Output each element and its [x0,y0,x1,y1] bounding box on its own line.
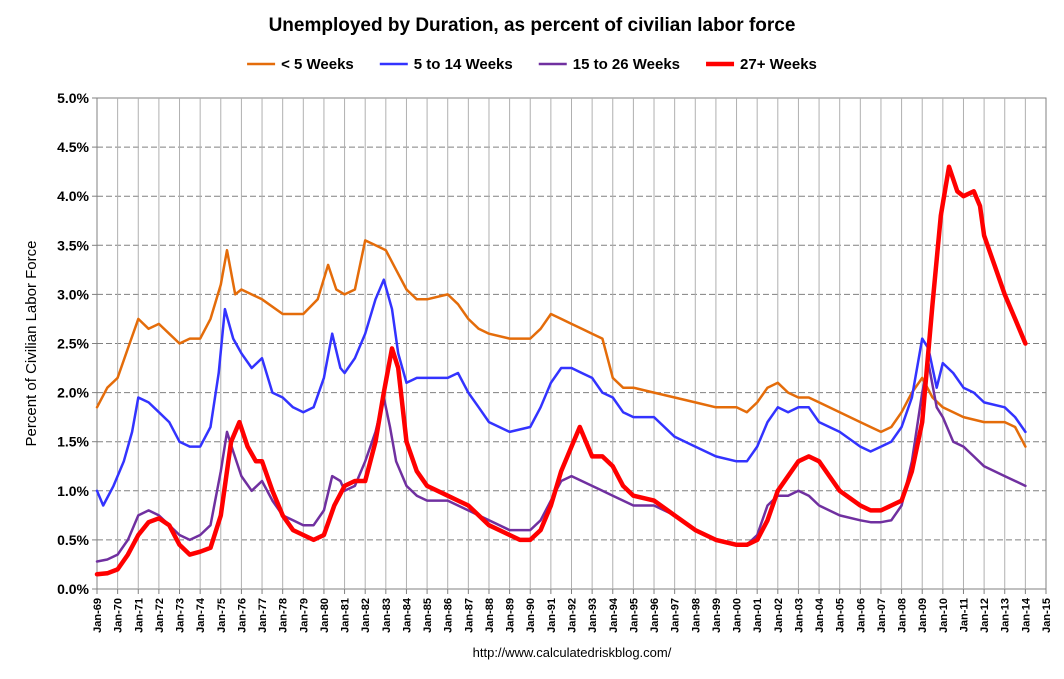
x-tick-label: Jan-71 [133,598,145,633]
x-tick-label: Jan-86 [443,598,455,633]
y-tick-label: 5.0% [57,90,89,106]
x-tick-label: Jan-76 [236,598,248,633]
x-tick-label: Jan-89 [505,598,517,633]
y-tick-label: 4.0% [57,188,89,204]
y-tick-label: 3.0% [57,286,89,302]
x-tick-label: Jan-11 [958,598,970,632]
y-axis-ticks: 0.0% 0.5% 1.0% 1.5% 2.0% 2.5% 3.0% 3.5% 4.0% 4.5%… [57,90,97,597]
x-axis-ticks: Jan-69 Jan-70 Jan-71 Jan-72 Jan-73 Jan-74 Jan-… [92,589,1053,633]
x-tick-label: Jan-03 [793,598,805,633]
legend-label: 5 to 14 Weeks [414,56,513,73]
source-url: http://www.calculatedriskblog.com/ [473,645,672,660]
x-tick-label: Jan-10 [938,598,950,633]
x-tick-label: Jan-07 [876,598,888,633]
x-tick-label: Jan-87 [463,598,475,633]
x-tick-label: Jan-80 [319,598,331,633]
legend-label: 15 to 26 Weeks [573,56,680,73]
chart-title: Unemployed by Duration, as percent of ci… [269,15,796,36]
x-tick-label: Jan-88 [484,598,496,633]
y-tick-label: 1.0% [57,483,89,499]
legend-label: 27+ Weeks [740,56,817,73]
x-tick-label: Jan-92 [567,598,579,633]
x-tick-label: Jan-78 [278,598,290,633]
x-tick-label: Jan-01 [752,598,764,633]
x-tick-label: Jan-06 [855,598,867,633]
series-line [95,278,1027,507]
x-tick-label: Jan-97 [670,598,682,633]
y-tick-label: 1.5% [57,434,89,450]
x-tick-label: Jan-74 [195,597,207,633]
legend-item: < 5 Weeks [247,56,354,73]
x-tick-label: Jan-73 [175,598,187,633]
y-tick-label: 2.5% [57,336,89,352]
x-tick-label: Jan-75 [216,598,228,633]
y-tick-label: 4.5% [57,139,89,155]
x-tick-label: Jan-00 [732,598,744,633]
y-tick-label: 3.5% [57,237,89,253]
x-tick-label: Jan-95 [628,598,640,633]
x-tick-label: Jan-91 [546,598,558,633]
x-tick-label: Jan-83 [381,598,393,633]
grid [97,98,1046,589]
y-tick-label: 0.5% [57,532,89,548]
x-tick-label: Jan-93 [587,598,599,633]
x-tick-label: Jan-98 [690,598,702,633]
legend-label: < 5 Weeks [281,56,354,73]
x-tick-label: Jan-09 [917,598,929,633]
x-tick-label: Jan-94 [608,597,620,633]
legend-item: 27+ Weeks [706,56,817,73]
x-tick-label: Jan-72 [154,598,166,633]
x-tick-label: Jan-96 [649,598,661,633]
x-tick-label: Jan-12 [979,598,991,633]
x-tick-label: Jan-02 [773,598,785,633]
x-tick-label: Jan-05 [835,598,847,633]
x-tick-label: Jan-79 [298,598,310,633]
y-tick-label: 0.0% [57,581,89,597]
legend-item: 5 to 14 Weeks [379,56,513,73]
y-tick-label: 2.0% [57,385,89,401]
y-axis-label: Percent of Civilian Labor Force [23,241,40,447]
legend: < 5 Weeks 5 to 14 Weeks 15 to 26 Weeks 27+ … [247,56,817,73]
legend-item: 15 to 26 Weeks [538,56,680,73]
series-line [95,239,1027,448]
x-tick-label: Jan-69 [92,598,104,633]
x-tick-label: Jan-99 [711,598,723,633]
series-line [94,164,1028,577]
x-tick-label: Jan-90 [525,598,537,633]
x-tick-label: Jan-04 [814,597,826,633]
x-tick-label: Jan-15 [1041,598,1053,633]
x-tick-label: Jan-85 [422,598,434,633]
x-tick-label: Jan-08 [897,598,909,633]
x-tick-label: Jan-82 [360,598,372,633]
series-layer [94,164,1028,577]
x-tick-label: Jan-14 [1020,597,1032,633]
x-tick-label: Jan-81 [340,598,352,633]
x-tick-label: Jan-84 [401,597,413,633]
x-tick-label: Jan-77 [257,598,269,633]
x-tick-label: Jan-13 [1000,598,1012,633]
x-tick-label: Jan-70 [113,598,125,633]
